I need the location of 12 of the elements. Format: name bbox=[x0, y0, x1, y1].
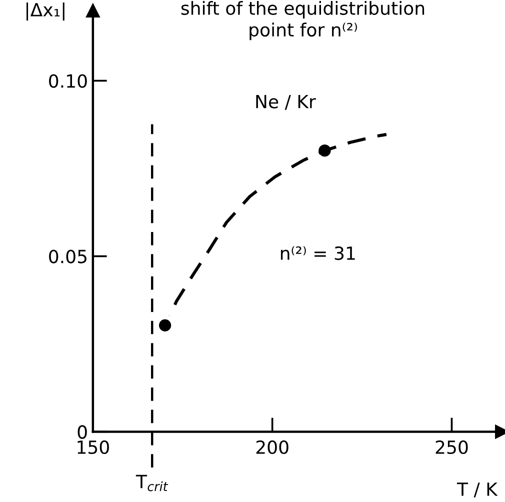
y-axis-title: |Δx₁| bbox=[26, 2, 64, 21]
annotation: n⁽²⁾ = 31 bbox=[280, 246, 355, 260]
x-tick-label: 250 bbox=[436, 440, 468, 454]
x-axis-title: T / K bbox=[456, 482, 498, 498]
y-tick-label: 0 bbox=[78, 425, 87, 439]
annotation: Ne / Kr bbox=[256, 95, 316, 110]
y-tick-label: 0.10 bbox=[49, 74, 87, 88]
x-tick-label: 200 bbox=[256, 440, 288, 454]
x-tick-label: 150 bbox=[78, 440, 109, 454]
chart-title: shift of the equidistribution point for n⁽²⁾ bbox=[181, 1, 424, 40]
y-tick-label: 0.05 bbox=[49, 250, 86, 264]
ref-line-label: T$_{crit}$ bbox=[136, 474, 168, 492]
